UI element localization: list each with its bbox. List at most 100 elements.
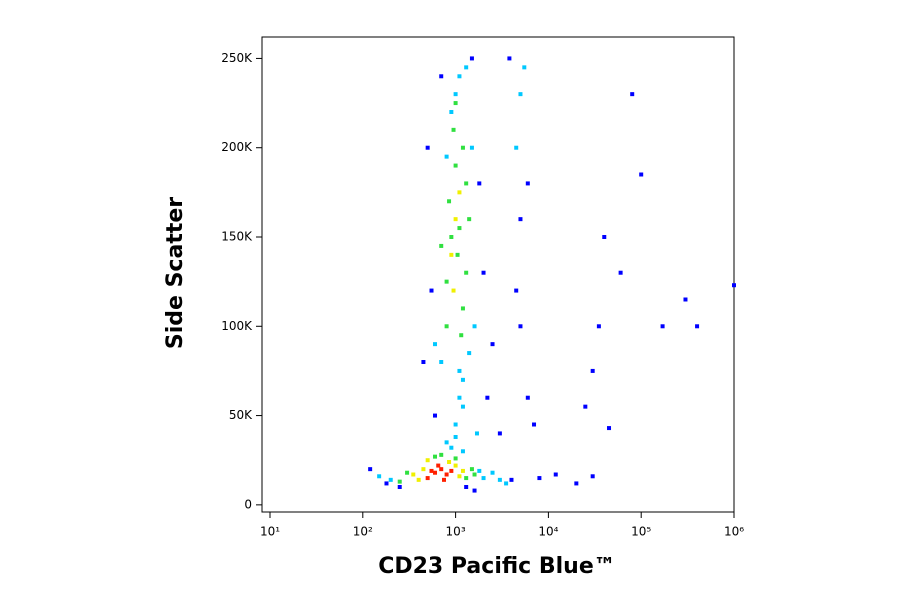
data-point	[449, 110, 454, 114]
data-point	[416, 477, 421, 482]
data-point	[425, 458, 430, 463]
data-point	[460, 145, 465, 150]
data-point	[397, 479, 402, 484]
data-point	[425, 476, 430, 481]
data-point	[525, 395, 530, 400]
data-point	[429, 288, 434, 293]
data-point	[532, 422, 537, 427]
data-point	[618, 270, 623, 275]
data-point	[490, 470, 495, 475]
data-point	[469, 467, 474, 472]
data-point	[639, 172, 644, 177]
data-point	[630, 92, 635, 97]
data-point	[444, 440, 449, 445]
data-point	[421, 360, 426, 364]
data-point	[522, 65, 527, 70]
data-point	[474, 431, 479, 436]
x-axis-title: CD23 Pacific Blue™	[378, 554, 616, 579]
x-tick-label: 10³	[446, 525, 466, 539]
data-point	[384, 481, 389, 486]
data-point	[602, 235, 607, 239]
data-point	[449, 445, 454, 450]
data-point	[596, 324, 601, 329]
data-point	[459, 333, 464, 338]
y-tick-label: 100K	[221, 319, 253, 333]
data-point	[732, 283, 736, 288]
data-point	[457, 74, 462, 79]
data-point	[405, 470, 410, 475]
data-point	[607, 426, 612, 431]
data-point	[507, 56, 512, 61]
data-point	[442, 477, 447, 482]
data-point	[477, 181, 482, 186]
data-point	[453, 217, 458, 222]
data-point	[485, 395, 490, 400]
data-point	[453, 463, 458, 468]
data-point	[451, 127, 456, 132]
data-point	[433, 470, 438, 475]
data-point	[444, 154, 449, 159]
data-point	[553, 472, 558, 477]
data-point	[525, 181, 530, 186]
data-point	[464, 270, 469, 275]
data-point	[467, 217, 472, 222]
data-point	[453, 92, 458, 97]
data-point	[464, 485, 469, 489]
x-tick-label: 10⁶	[724, 525, 744, 539]
data-point	[509, 477, 514, 482]
data-point	[460, 377, 465, 382]
data-point	[504, 481, 509, 486]
data-point	[477, 468, 482, 473]
x-tick-label: 10⁵	[631, 525, 651, 539]
data-point	[583, 404, 588, 409]
data-point	[444, 472, 449, 477]
data-point	[447, 199, 452, 204]
y-tick-label: 200K	[221, 140, 253, 154]
data-point	[444, 324, 449, 329]
y-tick-label: 0	[244, 497, 252, 511]
data-point	[481, 476, 486, 481]
data-point	[490, 342, 495, 347]
data-point	[449, 252, 454, 257]
data-point	[660, 324, 665, 329]
data-point	[467, 351, 472, 356]
data-point	[537, 476, 542, 481]
x-tick-label: 10⁴	[538, 525, 558, 539]
data-point	[457, 190, 462, 195]
data-point	[425, 145, 430, 150]
data-point	[695, 324, 700, 329]
data-point	[514, 145, 519, 150]
data-point	[590, 368, 595, 373]
data-point	[460, 404, 465, 409]
data-point	[518, 217, 523, 222]
data-point	[453, 422, 458, 427]
data-point	[447, 460, 452, 464]
data-point	[497, 431, 502, 436]
data-point	[439, 452, 444, 457]
data-point	[469, 145, 474, 150]
data-point	[451, 288, 456, 293]
data-point	[439, 74, 444, 79]
x-tick-label: 10²	[353, 525, 373, 539]
y-tick-label: 250K	[221, 51, 253, 65]
data-point	[439, 467, 444, 472]
data-point	[411, 472, 416, 477]
data-point	[455, 252, 460, 257]
data-point	[457, 226, 462, 231]
data-point	[433, 342, 438, 347]
data-point	[453, 101, 458, 106]
data-point	[472, 324, 477, 329]
data-point	[460, 306, 465, 311]
data-point	[590, 474, 595, 479]
data-point	[464, 476, 469, 481]
data-point	[574, 481, 579, 486]
data-point	[421, 467, 426, 472]
data-point	[397, 485, 402, 489]
data-point	[433, 454, 438, 459]
data-point	[469, 56, 474, 61]
data-point	[449, 235, 454, 239]
data-point	[497, 477, 502, 482]
y-axis-title: Side Scatter	[163, 197, 188, 349]
data-point	[453, 163, 458, 168]
x-tick-label: 10¹	[260, 525, 280, 539]
